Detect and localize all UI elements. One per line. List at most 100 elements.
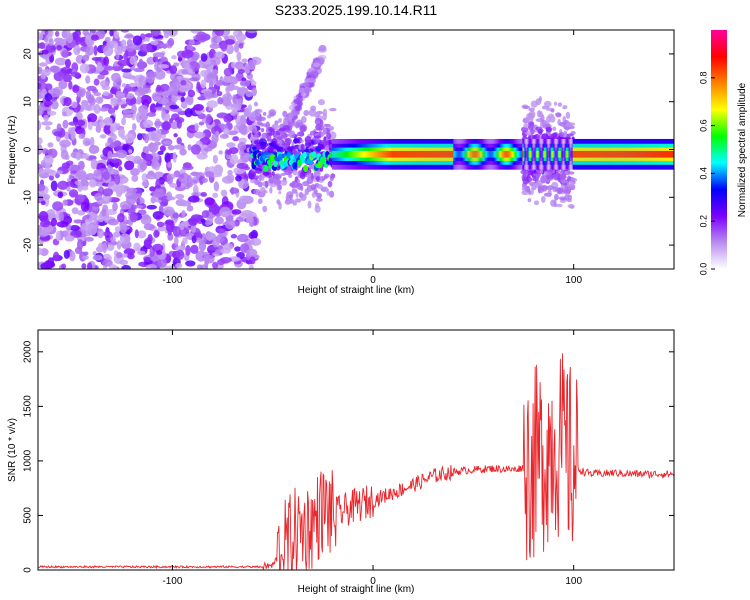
burst-cell (267, 145, 275, 152)
burst-cell (550, 199, 557, 207)
noise-cell (53, 131, 63, 137)
noise-cell (216, 35, 222, 44)
burst-cell (559, 173, 567, 180)
noise-cell (155, 129, 162, 136)
y-tick-label: 500 (23, 507, 34, 524)
noise-cell (211, 133, 219, 144)
burst-cell (543, 100, 552, 108)
noise-cell (163, 30, 170, 39)
noise-cell (176, 118, 182, 129)
noise-cell (227, 169, 233, 176)
noise-cell (38, 66, 43, 75)
noise-cell (226, 142, 236, 148)
burst-cell (282, 142, 286, 147)
noise-cell (137, 250, 146, 255)
burst-cell (535, 126, 542, 131)
noise-cell (132, 35, 143, 46)
noise-cell (95, 125, 102, 133)
branch-cell (318, 46, 327, 52)
noise-cell (76, 119, 86, 127)
noise-cell (121, 103, 127, 109)
noise-cell (110, 97, 118, 107)
noise-cell (124, 133, 135, 144)
burst-cell (553, 101, 558, 106)
noise-cell (187, 144, 192, 151)
noise-cell (77, 160, 85, 171)
burst-cell (566, 181, 575, 188)
noise-cell (39, 219, 50, 228)
noise-cell (237, 142, 247, 151)
noise-cell (218, 150, 223, 155)
noise-cell (119, 259, 129, 265)
burst-cell (311, 192, 316, 198)
noise-cell (152, 210, 164, 220)
noise-cell (246, 30, 258, 34)
burst-cell (300, 143, 305, 152)
noise-cell (136, 197, 141, 207)
burst-cell (260, 127, 265, 133)
burst-cell (304, 138, 311, 143)
noise-cell (138, 58, 144, 70)
noise-cell (97, 74, 105, 80)
burst-cell (323, 123, 331, 128)
noise-cell (224, 39, 235, 45)
burst-cell (296, 183, 303, 190)
noise-cell (82, 153, 90, 159)
burst-cell (565, 111, 571, 119)
noise-cell (98, 107, 110, 112)
burst-cell (542, 123, 551, 128)
noise-cell (81, 230, 86, 235)
burst-cell (254, 170, 260, 174)
noise-cell (213, 181, 220, 192)
noise-cell (53, 71, 65, 82)
noise-cell (109, 264, 117, 269)
noise-cell (166, 175, 174, 185)
burst-cell (272, 178, 277, 184)
noise-cell (38, 247, 43, 256)
branch-cell (294, 105, 302, 112)
noise-cell (182, 165, 194, 171)
burst-cell (276, 136, 284, 140)
noise-cell (60, 149, 69, 160)
noise-cell (43, 100, 53, 106)
noise-cell (76, 209, 86, 216)
burst-cell (550, 109, 555, 113)
burst-cell (533, 173, 541, 177)
noise-cell (45, 43, 56, 53)
burst-cell (277, 183, 283, 191)
noise-cell (63, 249, 70, 259)
noise-cell (190, 244, 199, 255)
noise-cell (58, 79, 68, 90)
noise-cell (133, 242, 141, 252)
burst-cell (289, 194, 293, 201)
noise-cell (157, 64, 170, 69)
line-lead-cell (301, 152, 307, 158)
noise-cell (160, 91, 172, 96)
noise-cell (133, 204, 138, 210)
burst-cell (542, 105, 547, 110)
noise-cell (142, 146, 149, 154)
noise-cell (38, 62, 48, 67)
colorbar: 0.0 0.2 0.4 0.6 0.8 Normalized spectral ampl… (698, 30, 748, 275)
noise-cell (230, 234, 238, 239)
burst-cell (319, 176, 326, 181)
noise-cell (110, 236, 116, 243)
burst-cell (547, 189, 552, 198)
noise-cell (146, 112, 157, 117)
noise-cell (58, 211, 65, 222)
noise-cell (249, 264, 254, 269)
burst-cell (303, 110, 310, 116)
noise-cell (173, 236, 179, 247)
noise-cell (118, 166, 123, 172)
noise-cell (100, 80, 109, 88)
colorbar-tick-label: 0.0 (698, 263, 708, 276)
noise-cell (224, 35, 229, 41)
noise-cell (185, 260, 196, 267)
y-tick-label: 0 (23, 567, 34, 573)
y-tick-label: -10 (23, 190, 34, 205)
noise-cell (125, 155, 136, 161)
noise-cell (153, 230, 160, 238)
noise-cell (103, 124, 112, 135)
noise-cell (97, 30, 106, 40)
